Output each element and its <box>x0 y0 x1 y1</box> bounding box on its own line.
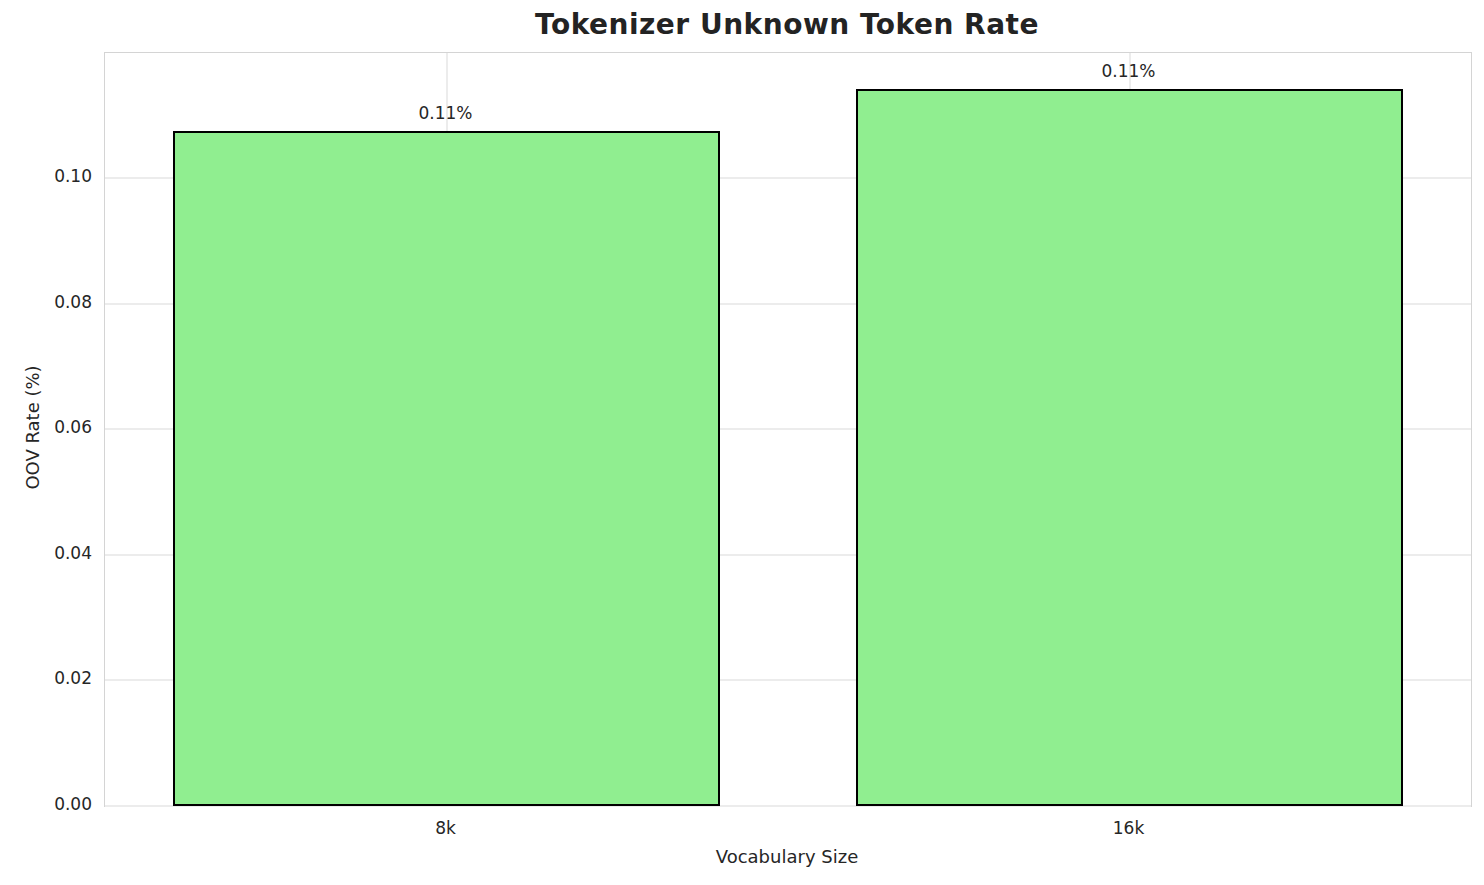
x-axis-label: Vocabulary Size <box>104 846 1470 867</box>
figure: Tokenizer Unknown Token Rate OOV Rate (%… <box>0 0 1484 885</box>
x-tick-label: 8k <box>435 818 456 838</box>
y-tick-label: 0.08 <box>0 292 92 312</box>
bar-value-label: 0.11% <box>418 103 472 123</box>
y-tick-label: 0.04 <box>0 543 92 563</box>
bar-16k <box>856 89 1402 806</box>
bar-8k <box>173 131 719 806</box>
y-tick-label: 0.00 <box>0 794 92 814</box>
chart-title: Tokenizer Unknown Token Rate <box>104 8 1470 41</box>
x-tick-label: 16k <box>1113 818 1144 838</box>
y-tick-label: 0.10 <box>0 166 92 186</box>
plot-area <box>104 52 1472 807</box>
y-tick-label: 0.06 <box>0 417 92 437</box>
bar-value-label: 0.11% <box>1101 61 1155 81</box>
y-tick-label: 0.02 <box>0 668 92 688</box>
